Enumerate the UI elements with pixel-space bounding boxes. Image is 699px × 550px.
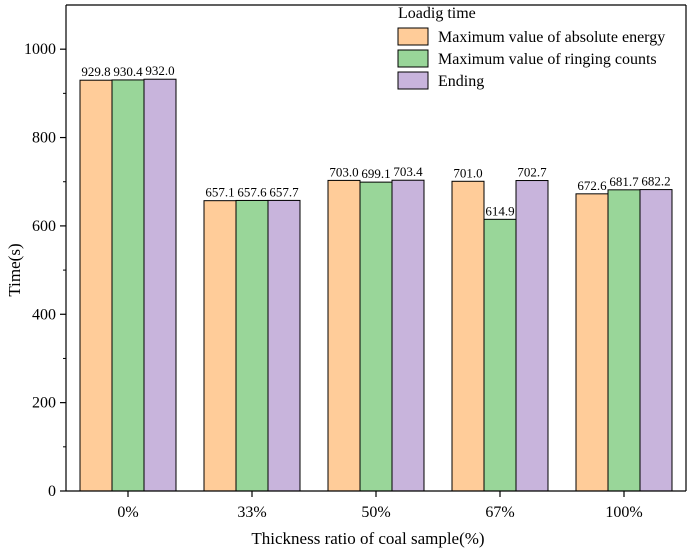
bar-0pct-series-3 xyxy=(143,78,177,492)
data-label-100pct-series-3: 682.2 xyxy=(641,174,670,189)
bar-100pct-series-3 xyxy=(639,189,673,492)
x-tick-label: 67% xyxy=(485,504,514,521)
bar-33pct-series-1 xyxy=(203,200,237,492)
bar-0pct-series-2 xyxy=(111,79,145,492)
legend-label-1: Maximum value of absolute energy xyxy=(438,29,665,46)
bar-0pct-series-1 xyxy=(79,79,113,492)
bar-33pct-series-2 xyxy=(235,199,269,492)
data-label-67pct-series-1: 701.0 xyxy=(453,165,482,180)
legend-label-2: Maximum value of ringing counts xyxy=(438,51,657,68)
legend-swatch-3 xyxy=(397,71,429,90)
x-tick-label: 100% xyxy=(605,504,642,521)
data-label-0pct-series-1: 929.8 xyxy=(81,64,110,79)
bar-33pct-series-3 xyxy=(267,199,301,492)
data-label-0pct-series-3: 932.0 xyxy=(145,63,174,78)
x-tick-label: 33% xyxy=(237,504,266,521)
bar-50pct-series-1 xyxy=(327,179,361,492)
data-labels-layer: 929.8 930.4 932.0 657.1 657.6 657.7 703.0 699.1… xyxy=(81,63,670,218)
y-tick-label: 600 xyxy=(32,218,56,235)
legend-title: Loadig time xyxy=(398,5,476,22)
data-label-100pct-series-1: 672.6 xyxy=(577,178,607,193)
data-label-50pct-series-1: 703.0 xyxy=(329,164,358,179)
y-tick-label: 800 xyxy=(32,130,56,147)
legend-label-3: Ending xyxy=(438,73,484,90)
legend-swatch-1 xyxy=(397,27,429,46)
data-label-0pct-series-2: 930.4 xyxy=(113,64,143,79)
axes-layer: 0 200 400 600 800 1000 0% 33% 50% 67% 100% xyxy=(24,4,687,521)
x-axis-title: Thickness ratio of coal sample(%) xyxy=(251,529,484,548)
x-tick-label: 0% xyxy=(117,504,138,521)
bar-67pct-series-1 xyxy=(451,180,485,492)
legend-swatch-2 xyxy=(397,49,429,68)
y-tick-label: 400 xyxy=(32,306,56,323)
data-label-50pct-series-2: 699.1 xyxy=(361,166,390,181)
data-label-33pct-series-2: 657.6 xyxy=(237,184,267,199)
bar-67pct-series-2 xyxy=(483,218,517,492)
data-label-33pct-series-3: 657.7 xyxy=(269,184,299,199)
x-tick-label: 50% xyxy=(361,504,390,521)
bar-50pct-series-2 xyxy=(359,181,393,492)
y-tick-label: 200 xyxy=(32,395,56,412)
y-axis-title: Time(s) xyxy=(5,243,24,296)
data-label-50pct-series-3: 703.4 xyxy=(393,164,423,179)
data-label-100pct-series-2: 681.7 xyxy=(609,174,639,189)
data-label-67pct-series-2: 614.9 xyxy=(485,203,514,218)
bar-50pct-series-3 xyxy=(391,179,425,492)
bar-67pct-series-3 xyxy=(515,180,549,492)
data-label-67pct-series-3: 702.7 xyxy=(517,165,547,180)
bars-layer xyxy=(79,78,673,492)
legend: Loadig time Maximum value of absolute en… xyxy=(397,5,665,90)
bar-100pct-series-2 xyxy=(607,189,641,492)
data-label-33pct-series-1: 657.1 xyxy=(205,185,234,200)
y-tick-label: 1000 xyxy=(24,41,56,58)
bar-100pct-series-1 xyxy=(575,193,609,492)
y-tick-label: 0 xyxy=(48,483,56,500)
